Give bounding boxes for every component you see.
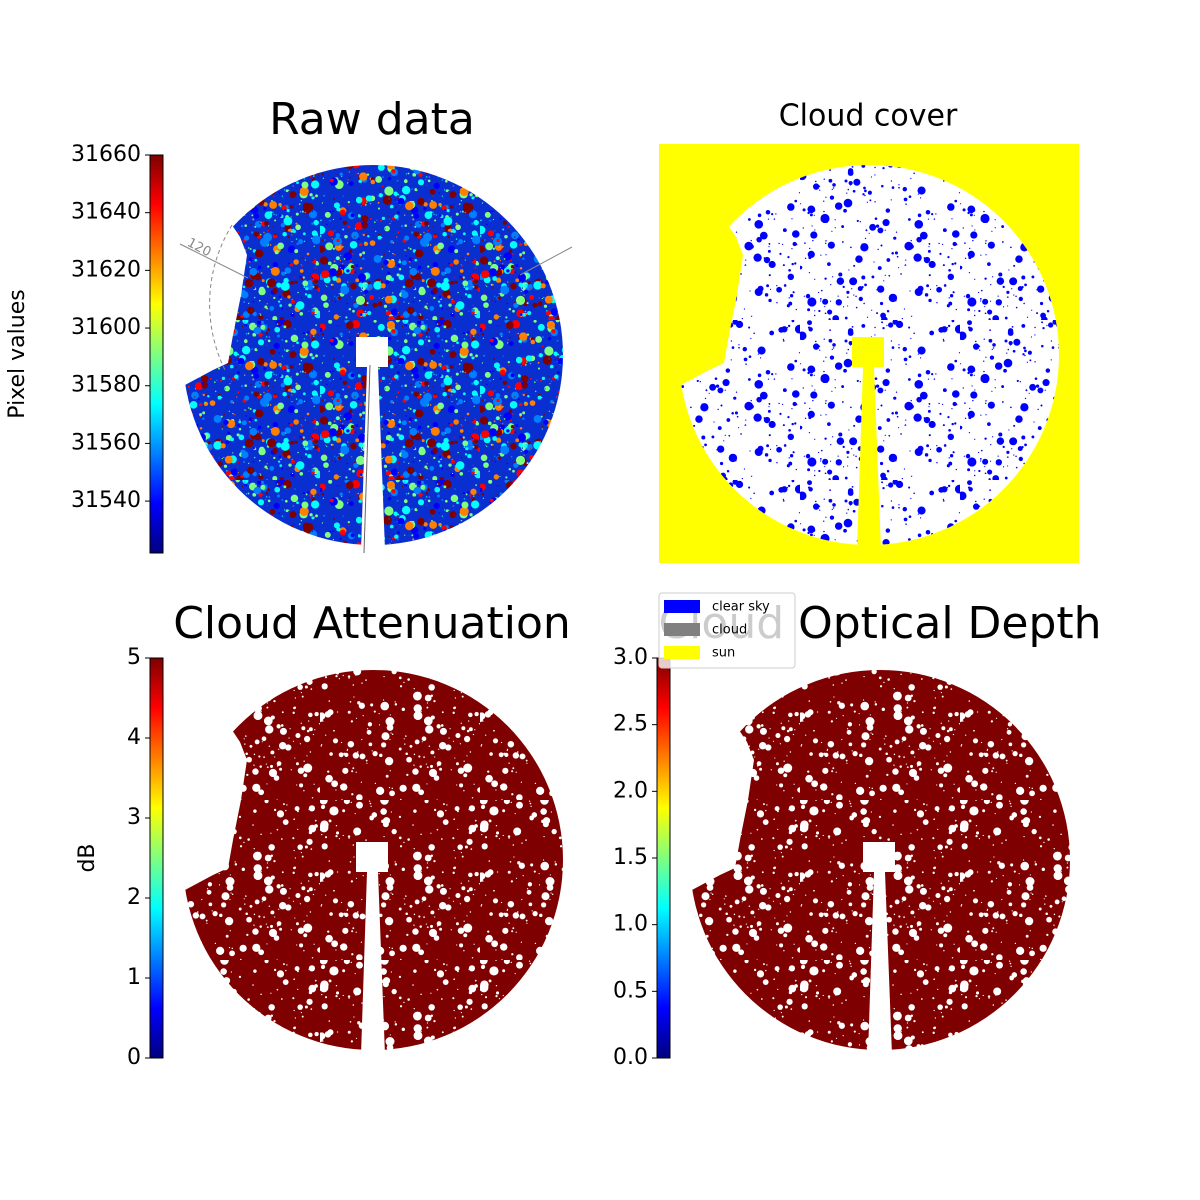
sky-image xyxy=(173,155,563,550)
colorbar-label: dB xyxy=(75,843,100,872)
mask-cut xyxy=(863,842,895,872)
colorbar-tick-label: 31540 xyxy=(71,488,141,513)
mask-cut xyxy=(173,155,247,385)
colorbar-tick-label: 31560 xyxy=(71,430,141,455)
colorbar-tick-label: 3.0 xyxy=(613,645,648,670)
mask-cut xyxy=(680,660,754,890)
mask-cut xyxy=(356,842,388,872)
colorbar-tick-label: 5 xyxy=(127,645,141,670)
colorbar xyxy=(149,657,164,1059)
legend-label: clear sky xyxy=(712,600,770,615)
legend-swatch xyxy=(664,600,700,613)
legend-label: cloud xyxy=(712,623,747,638)
polar-grid xyxy=(179,243,249,279)
colorbar-tick-label: 2 xyxy=(127,885,141,910)
colorbar-tick-label: 31660 xyxy=(71,142,141,167)
polar-grid xyxy=(519,246,573,276)
sky-image xyxy=(669,155,1059,550)
colorbar-tick-label: 1 xyxy=(127,965,141,990)
colorbar-tick-label: 0 xyxy=(127,1045,141,1070)
colorbar-tick-label: 31620 xyxy=(71,257,141,282)
panel-title: Cloud cover xyxy=(779,99,958,134)
mask-cut xyxy=(361,367,385,550)
mask-cut xyxy=(356,337,388,367)
legend-label: sun xyxy=(712,646,735,661)
colorbar-tick-label: 0.5 xyxy=(613,978,648,1003)
colorbar-tick-label: 31640 xyxy=(71,200,141,225)
panel-title: Raw data xyxy=(269,94,475,145)
mask-cut xyxy=(361,872,385,1055)
polar-grid xyxy=(363,364,371,554)
mask-cut xyxy=(857,367,881,550)
colorbar-tick-label: 1.0 xyxy=(613,912,648,937)
colorbar-tick-label: 4 xyxy=(127,725,141,750)
colorbar-label: Pixel values xyxy=(5,289,30,418)
colorbar xyxy=(656,657,671,1059)
panel-title: Cloud Attenuation xyxy=(173,598,571,649)
sky-image xyxy=(680,660,1070,1055)
colorbar-tick-label: 31580 xyxy=(71,373,141,398)
colorbar-tick-label: 1.5 xyxy=(613,845,648,870)
mask-cut xyxy=(852,337,884,367)
colorbar xyxy=(149,154,164,554)
colorbar-tick-label: 0.0 xyxy=(613,1045,648,1070)
colorbar-tick-label: 3 xyxy=(127,805,141,830)
sky-image xyxy=(173,660,563,1055)
legend-swatch xyxy=(664,623,700,636)
colorbar-tick-label: 2.0 xyxy=(613,778,648,803)
mask-cut xyxy=(173,660,247,890)
legend-swatch xyxy=(664,646,700,659)
mask-cut xyxy=(669,155,743,385)
colorbar-tick-label: 31600 xyxy=(71,315,141,340)
colorbar-tick-label: 2.5 xyxy=(613,712,648,737)
mask-cut xyxy=(868,872,892,1055)
